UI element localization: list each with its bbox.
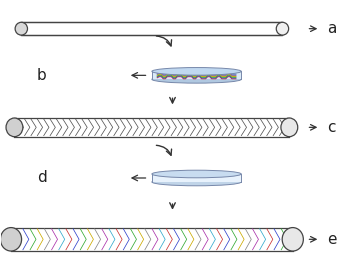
Ellipse shape xyxy=(152,68,241,75)
Text: b: b xyxy=(37,68,47,83)
Polygon shape xyxy=(152,71,241,79)
Ellipse shape xyxy=(282,228,303,251)
Polygon shape xyxy=(14,118,289,137)
Text: a: a xyxy=(327,21,336,36)
Ellipse shape xyxy=(281,118,298,137)
Text: c: c xyxy=(327,120,336,135)
Ellipse shape xyxy=(276,22,289,35)
Polygon shape xyxy=(21,22,283,35)
Polygon shape xyxy=(152,174,241,182)
Ellipse shape xyxy=(152,76,241,83)
Ellipse shape xyxy=(15,22,28,35)
Ellipse shape xyxy=(152,178,241,186)
Text: e: e xyxy=(327,232,337,247)
Ellipse shape xyxy=(0,228,22,251)
Polygon shape xyxy=(11,228,293,251)
Ellipse shape xyxy=(152,170,241,178)
Ellipse shape xyxy=(6,118,23,137)
Text: d: d xyxy=(37,170,47,185)
